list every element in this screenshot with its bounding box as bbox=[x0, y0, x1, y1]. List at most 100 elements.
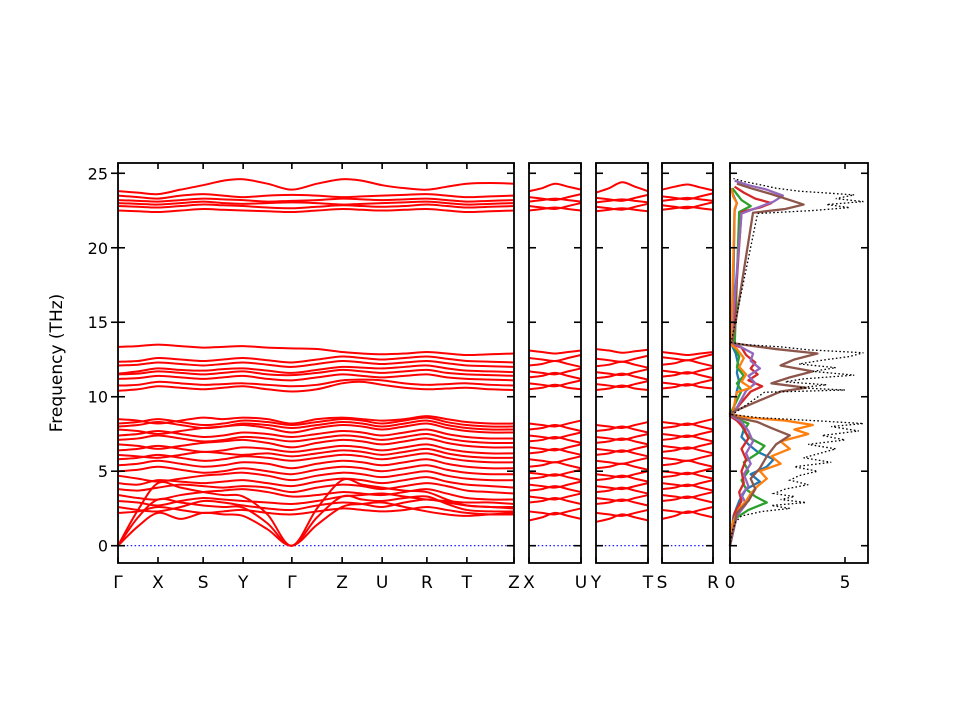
phonon-band-line bbox=[661, 434, 714, 443]
phonon-band-line bbox=[661, 430, 714, 438]
phonon-band-line bbox=[117, 359, 515, 368]
phonon-band-line bbox=[117, 488, 515, 501]
phonon-band-line bbox=[528, 383, 582, 391]
phonon-band-line bbox=[595, 354, 649, 363]
phonon-band-line bbox=[661, 479, 714, 488]
phonon-band-line bbox=[528, 468, 582, 477]
phonon-band-line bbox=[595, 482, 649, 491]
kpoint-label: X bbox=[152, 573, 164, 593]
phonon-band-line bbox=[117, 193, 515, 200]
phonon-band-line bbox=[595, 181, 649, 194]
phonon-band-line bbox=[595, 444, 649, 453]
phonon-band-line bbox=[117, 470, 515, 483]
phonon-band-line bbox=[661, 510, 714, 520]
phonon-band-line bbox=[528, 197, 582, 203]
phonon-band-line bbox=[117, 373, 515, 382]
phonon-band-line bbox=[595, 513, 649, 523]
phonon-band-line bbox=[528, 435, 582, 444]
kpoint-label: U bbox=[376, 573, 388, 593]
kpoint-label: X bbox=[523, 573, 535, 593]
phonon-band-line bbox=[528, 182, 582, 193]
phonon-band-line bbox=[528, 379, 582, 388]
y-tick-label: 10 bbox=[88, 388, 108, 407]
phonon-band-line bbox=[117, 422, 515, 435]
phonon-band-line bbox=[595, 372, 649, 381]
phonon-band-line bbox=[528, 206, 582, 212]
phonon-band-line bbox=[117, 419, 515, 431]
phonon-band-line bbox=[595, 470, 649, 479]
phonon-band-line bbox=[661, 351, 714, 357]
phonon-band-line bbox=[117, 494, 515, 547]
phonon-band-line bbox=[595, 384, 649, 392]
phonon-band-line bbox=[661, 353, 714, 362]
y-tick-label: 15 bbox=[88, 313, 108, 332]
phonon-band-line bbox=[595, 425, 649, 434]
phonon-band-line bbox=[595, 368, 649, 377]
phonon-band-line bbox=[117, 458, 515, 470]
panel-frames-group bbox=[117, 162, 869, 564]
pdos-purple-curve bbox=[728, 179, 785, 546]
phonon-band-line bbox=[661, 378, 714, 387]
phonon-band-line bbox=[117, 501, 515, 547]
y-tick-label: 0 bbox=[98, 537, 108, 556]
phonon-band-line bbox=[661, 491, 714, 500]
phonon-band-line bbox=[117, 355, 515, 364]
phonon-band-line bbox=[528, 447, 582, 456]
phonon-band-line bbox=[595, 198, 649, 204]
pdos-orange-curve bbox=[728, 187, 814, 546]
phonon-band-line bbox=[661, 383, 714, 390]
phonon-band-line bbox=[661, 467, 714, 476]
pdos-brown-curve bbox=[728, 182, 819, 546]
phonon-band-line bbox=[595, 432, 649, 441]
phonon-band-line bbox=[528, 371, 582, 380]
phonon-band-line bbox=[117, 437, 515, 450]
phonon-band-line bbox=[528, 431, 582, 440]
phonon-band-line bbox=[117, 428, 515, 440]
phonon-band-line bbox=[117, 380, 515, 393]
phonon-band-line bbox=[595, 486, 649, 495]
phonon-band-line bbox=[661, 483, 714, 492]
phonon-band-line bbox=[595, 474, 649, 483]
y-axis-label: Frequency (THz) bbox=[47, 293, 67, 433]
kpoint-label: R bbox=[707, 573, 719, 593]
phonon-band-line bbox=[117, 476, 515, 489]
dos-tick-label: 5 bbox=[840, 573, 851, 593]
phonon-band-line bbox=[528, 193, 582, 202]
phonon-band-line bbox=[117, 364, 515, 375]
phonon-band-line bbox=[117, 343, 515, 357]
kpoint-label: Y bbox=[237, 573, 249, 593]
phonon-band-line bbox=[117, 415, 515, 425]
phonon-band-line bbox=[117, 416, 515, 428]
phonon-band-line bbox=[117, 443, 515, 455]
panel-frame bbox=[595, 162, 649, 564]
phonon-band-line bbox=[661, 201, 714, 210]
phonon-band-line bbox=[595, 437, 649, 446]
phonon-band-line bbox=[595, 202, 649, 211]
band-lines-group bbox=[117, 178, 714, 547]
phonon-band-line bbox=[528, 202, 582, 211]
phonon-band-line bbox=[595, 449, 649, 458]
phonon-band-line bbox=[595, 193, 649, 202]
phonon-band-line bbox=[528, 349, 582, 355]
kpoint-label: R bbox=[421, 573, 433, 593]
kpoint-label: T bbox=[642, 573, 654, 593]
phonon-band-line bbox=[528, 354, 582, 363]
phonon-band-line bbox=[661, 422, 714, 431]
phonon-band-line bbox=[595, 348, 649, 354]
phonon-band-line bbox=[661, 495, 714, 504]
phonon-band-line bbox=[595, 494, 649, 503]
phonon-band-line bbox=[528, 419, 582, 428]
phonon-band-line bbox=[117, 378, 515, 388]
ticks-group bbox=[111, 163, 868, 563]
panel-frame bbox=[528, 162, 582, 564]
y-tick-label: 5 bbox=[98, 462, 108, 481]
phonon-band-line bbox=[117, 368, 515, 377]
phonon-band-line bbox=[528, 485, 582, 494]
phonon-band-line bbox=[595, 508, 649, 517]
phonon-band-line bbox=[117, 178, 515, 196]
phonon-band-line bbox=[117, 505, 515, 516]
phonon-band-line bbox=[117, 447, 515, 459]
kpoint-label: U bbox=[575, 573, 587, 593]
